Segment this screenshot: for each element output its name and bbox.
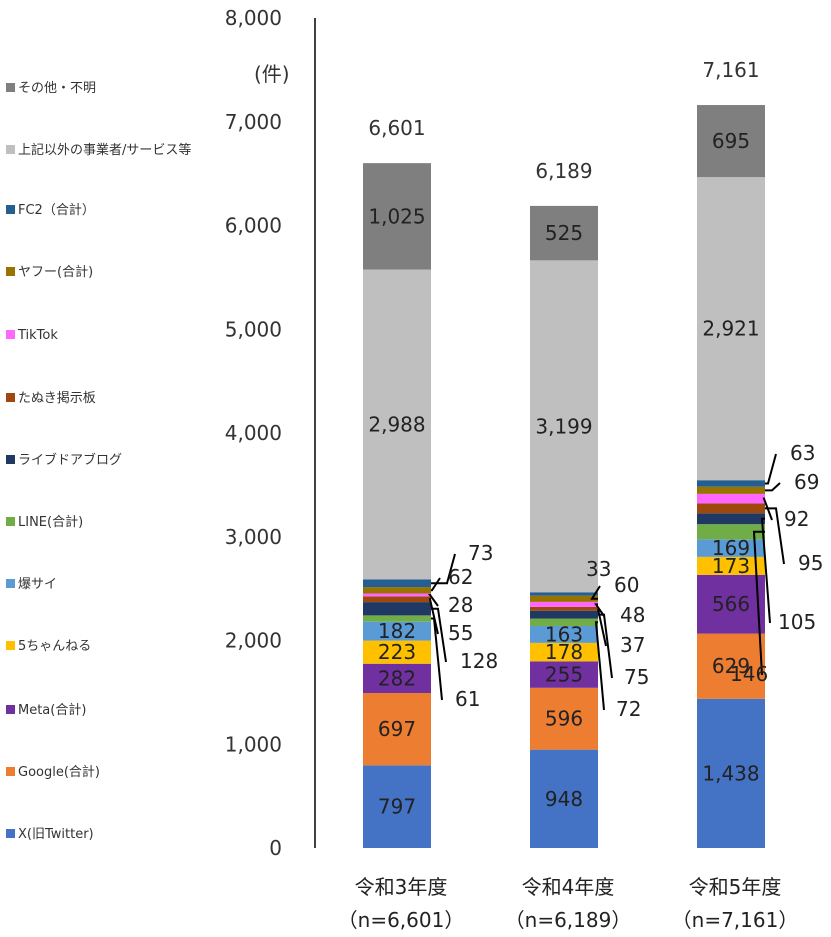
y-tick-label: 5,000 bbox=[225, 317, 282, 341]
bar-segment bbox=[363, 602, 431, 615]
x-tick-label: 令和5年度 bbox=[689, 875, 782, 899]
total-label: 7,161 bbox=[702, 58, 759, 82]
bar-segment bbox=[697, 480, 765, 487]
callout-label: 48 bbox=[620, 603, 645, 627]
callout-label: 146 bbox=[730, 662, 768, 686]
y-tick-label: 4,000 bbox=[225, 421, 282, 445]
bar-segment bbox=[530, 607, 598, 611]
x-tick-label: 令和4年度 bbox=[522, 875, 615, 899]
callout-label: 63 bbox=[790, 441, 815, 465]
callout-label: 55 bbox=[448, 621, 473, 645]
data-label: 282 bbox=[378, 666, 416, 690]
callout-label: 61 bbox=[455, 687, 480, 711]
data-label: 695 bbox=[712, 129, 750, 153]
callout-label: 69 bbox=[794, 470, 819, 494]
total-label: 6,189 bbox=[535, 159, 592, 183]
y-tick-label: 3,000 bbox=[225, 525, 282, 549]
callout-label: 75 bbox=[624, 665, 649, 689]
data-label: 566 bbox=[712, 592, 750, 616]
data-label: 697 bbox=[378, 717, 416, 741]
data-label: 1,438 bbox=[702, 761, 759, 785]
data-label: 163 bbox=[545, 622, 583, 646]
callout-label: 92 bbox=[784, 507, 809, 531]
y-tick-label: 8,000 bbox=[225, 6, 282, 30]
y-tick-label: 7,000 bbox=[225, 110, 282, 134]
callout-label: 95 bbox=[798, 551, 823, 575]
callout-label: 62 bbox=[448, 565, 473, 589]
data-label: 797 bbox=[378, 795, 416, 819]
y-tick-label: 2,000 bbox=[225, 629, 282, 653]
x-tick-sublabel: （n=6,601） bbox=[338, 908, 465, 932]
bar-segment bbox=[530, 611, 598, 619]
data-label: 3,199 bbox=[535, 414, 592, 438]
data-label: 948 bbox=[545, 787, 583, 811]
bar-segment bbox=[530, 602, 598, 607]
bar-segment bbox=[697, 503, 765, 513]
data-label: 2,921 bbox=[702, 317, 759, 341]
bar-segment bbox=[530, 596, 598, 602]
bar-segment bbox=[363, 596, 431, 602]
total-label: 6,601 bbox=[368, 116, 425, 140]
bar-segment bbox=[363, 579, 431, 587]
callout-label: 128 bbox=[460, 649, 498, 673]
x-tick-sublabel: （n=7,161） bbox=[672, 908, 799, 932]
bar-segment bbox=[697, 513, 765, 524]
data-label: 223 bbox=[378, 640, 416, 664]
bar-segment bbox=[697, 487, 765, 494]
x-tick-label: 令和3年度 bbox=[355, 875, 448, 899]
data-label: 182 bbox=[378, 619, 416, 643]
callout-label: 72 bbox=[616, 697, 641, 721]
callout-label: 73 bbox=[468, 541, 493, 565]
y-tick-label: 6,000 bbox=[225, 214, 282, 238]
data-label: 525 bbox=[545, 221, 583, 245]
leader-line bbox=[765, 454, 776, 483]
callout-label: 37 bbox=[620, 633, 645, 657]
y-tick-label: 1,000 bbox=[225, 732, 282, 756]
data-label: 596 bbox=[545, 707, 583, 731]
data-label: 1,025 bbox=[368, 204, 425, 228]
bar-segment bbox=[363, 587, 431, 593]
callout-label: 105 bbox=[778, 610, 816, 634]
data-label: 2,988 bbox=[368, 412, 425, 436]
leader-line bbox=[765, 508, 784, 564]
bar-segment bbox=[363, 594, 431, 597]
data-label: 169 bbox=[712, 536, 750, 560]
y-tick-label: 0 bbox=[269, 836, 282, 860]
callout-label: 33 bbox=[586, 557, 611, 581]
bar-segment bbox=[697, 494, 765, 504]
callout-label: 28 bbox=[448, 593, 473, 617]
data-label: 255 bbox=[545, 663, 583, 687]
x-tick-sublabel: （n=6,189） bbox=[505, 908, 632, 932]
callout-label: 60 bbox=[614, 573, 639, 597]
bar-segment bbox=[530, 592, 598, 595]
